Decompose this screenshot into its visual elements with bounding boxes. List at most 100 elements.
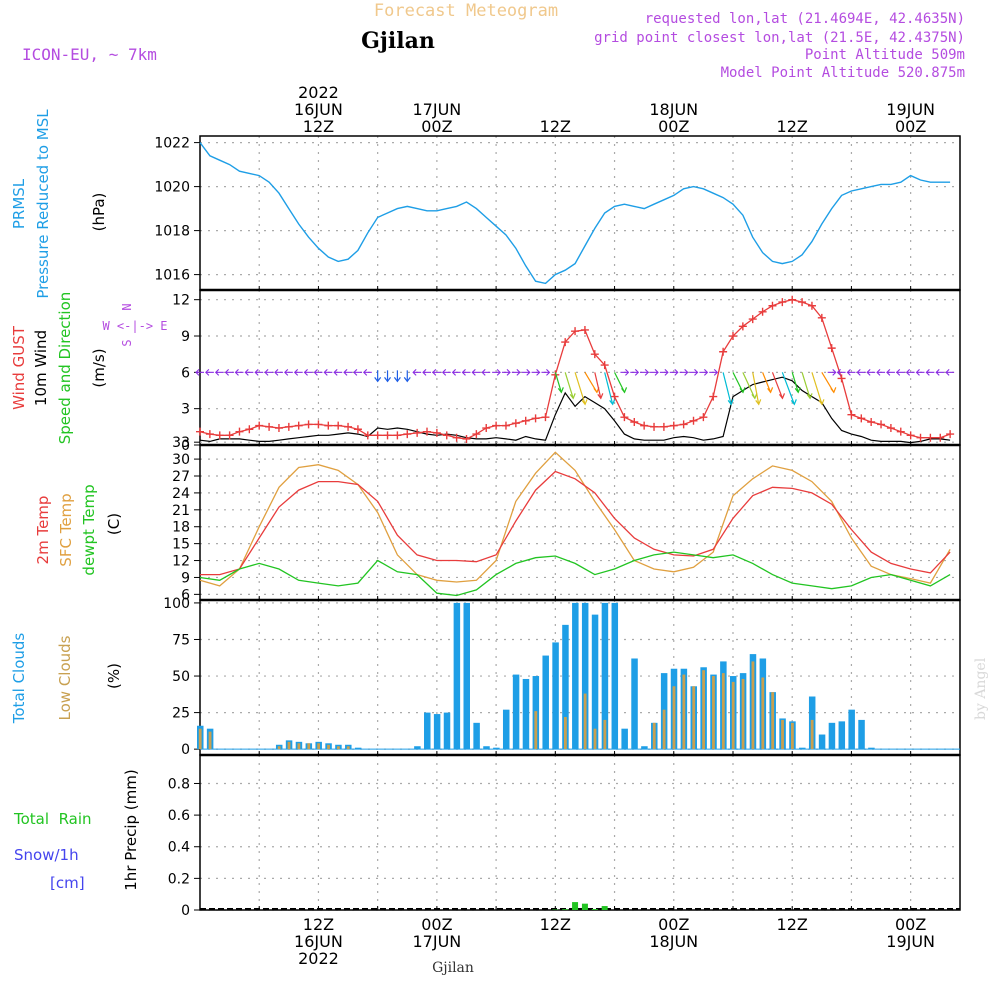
gust-marker: [926, 433, 935, 442]
gust-marker: [531, 414, 540, 423]
gust-marker: [245, 425, 254, 434]
wind-direction-arrow: [886, 368, 891, 376]
y-tick-label: 1018: [154, 224, 190, 240]
time-label-top: 16JUN: [294, 100, 343, 119]
gust-marker: [788, 295, 797, 304]
wind-direction-arrow: [752, 372, 760, 405]
y-tick-label: 3: [181, 402, 190, 418]
y-tick-label: 100: [163, 596, 190, 612]
time-label-bottom: 00Z: [421, 915, 452, 934]
time-label-bottom: 12Z: [777, 915, 808, 934]
wind-direction-arrow: [293, 368, 299, 376]
wind-direction-arrow: [778, 393, 786, 400]
wind-direction-arrow: [353, 368, 358, 376]
low-cloud-bar: [721, 673, 725, 750]
wind-direction-arrow: [594, 372, 602, 399]
compass-south: S: [120, 339, 134, 346]
wind-direction-arrow: [554, 372, 562, 393]
y-tick-label: 9: [181, 570, 190, 586]
low-cloud-bar: [563, 716, 567, 750]
rain-bar: [591, 909, 598, 910]
gust-marker: [472, 430, 481, 439]
time-label-bottom: 19JUN: [886, 932, 935, 951]
wind-direction-arrow: [516, 368, 521, 376]
gust-marker: [916, 433, 925, 442]
total-cloud-bar: [858, 719, 865, 750]
wind-direction-arrow: [722, 372, 732, 405]
wind-direction-arrow: [254, 368, 259, 376]
gust-marker: [442, 431, 451, 440]
total-cloud-bar: [424, 712, 431, 750]
gust-marker: [738, 322, 747, 331]
gust-line: [199, 299, 951, 440]
wind-direction-arrow: [581, 399, 588, 406]
pressure-label-1: PRMSL: [10, 178, 28, 229]
wind-direction-arrow: [274, 368, 279, 376]
gust-marker: [867, 417, 876, 426]
low-cloud-bar: [208, 731, 212, 750]
wind-direction-arrow: [284, 368, 289, 376]
total-cloud-bar: [868, 747, 875, 750]
total-cloud-bar: [828, 722, 836, 750]
gust-marker: [778, 298, 787, 307]
gust-marker: [689, 416, 698, 425]
wind-direction-arrow: [876, 368, 881, 376]
low-cloud-bar: [771, 692, 775, 750]
gust-marker: [837, 374, 846, 383]
low-cloud-bar: [781, 719, 784, 750]
gust-marker: [511, 419, 520, 428]
temp-unit: (C): [105, 513, 123, 535]
gust-marker: [205, 430, 214, 439]
low-cloud-bar: [652, 722, 656, 750]
gust-marker: [847, 410, 856, 419]
gust-marker: [215, 431, 224, 440]
wind-direction-arrow: [506, 368, 511, 376]
low-cloud-bar: [198, 728, 202, 750]
gust-marker: [561, 338, 570, 347]
y-tick-label: 1016: [154, 268, 190, 284]
wind-direction-arrow: [896, 368, 901, 376]
y-tick-label: 0.4: [168, 840, 190, 856]
wind-direction-arrow: [496, 368, 501, 376]
rain-bar: [581, 903, 588, 910]
wind-direction-arrow: [333, 368, 338, 376]
gust-marker: [423, 427, 432, 436]
wind-direction-arrow: [791, 372, 799, 393]
wind-direction-arrow: [303, 368, 308, 376]
y-tick-label: 9: [181, 329, 190, 345]
time-label-bottom: 17JUN: [413, 932, 462, 951]
wind-direction-arrow: [832, 368, 837, 376]
wind-direction-arrow: [569, 393, 576, 400]
gust-marker: [521, 416, 530, 425]
time-label-top: 00Z: [421, 117, 452, 136]
y-tick-label: 21: [172, 503, 190, 519]
y-tick-label: 0.6: [168, 808, 190, 824]
gust-marker: [886, 424, 895, 433]
wind-direction-arrow: [234, 368, 239, 376]
time-label-top: 2022: [298, 83, 339, 102]
gust-marker: [827, 344, 836, 353]
model-label: ICON-EU, ~ 7km: [22, 45, 157, 64]
gust-marker: [600, 361, 609, 370]
panel-frame: [199, 754, 961, 911]
wind-direction-arrow: [742, 372, 756, 399]
gust-marker: [274, 424, 283, 433]
low-cloud-bar: [682, 674, 686, 750]
wind-direction-arrow: [694, 368, 699, 376]
model-altitude: Model Point Altitude 520.875m: [721, 65, 965, 81]
y-tick-label: 12: [172, 554, 190, 570]
y-tick-label: 15: [172, 537, 190, 553]
low-cloud-bar: [791, 722, 794, 750]
gust-label: Wind GUST: [10, 325, 28, 410]
gust-marker: [936, 433, 945, 442]
wind-direction-arrow: [224, 368, 229, 376]
panel-frame: [199, 289, 961, 446]
wind-dir-label: Speed and Direction: [56, 292, 74, 445]
wind-direction-arrow: [794, 387, 801, 394]
wind-direction-arrow: [384, 376, 392, 383]
low-cloud-bar: [810, 719, 814, 750]
gust-marker: [541, 413, 550, 422]
low-cloud-bar: [593, 728, 597, 750]
gust-marker: [462, 434, 471, 443]
gust-marker: [946, 430, 955, 439]
